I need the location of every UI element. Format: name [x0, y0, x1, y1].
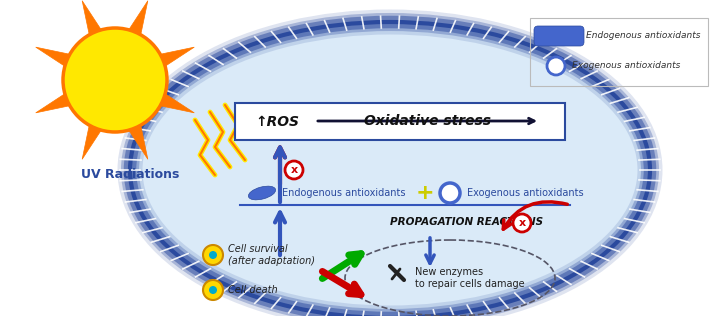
Text: x: x — [290, 165, 297, 175]
Polygon shape — [123, 1, 148, 45]
Text: +: + — [415, 183, 434, 203]
Text: Cell death: Cell death — [228, 285, 278, 295]
Circle shape — [440, 183, 460, 203]
Circle shape — [285, 161, 303, 179]
Text: PROPAGATION REACTIONS: PROPAGATION REACTIONS — [390, 217, 543, 227]
Text: Cell survival
(after adaptation): Cell survival (after adaptation) — [228, 244, 315, 266]
Circle shape — [203, 280, 223, 300]
Text: Oxidative stress: Oxidative stress — [364, 114, 492, 128]
FancyBboxPatch shape — [235, 103, 565, 140]
Circle shape — [209, 286, 217, 294]
FancyArrowPatch shape — [503, 202, 567, 229]
Polygon shape — [36, 47, 79, 72]
Polygon shape — [123, 115, 148, 159]
Text: New enzymes
to repair cells damage: New enzymes to repair cells damage — [415, 267, 525, 289]
Circle shape — [203, 245, 223, 265]
Text: x: x — [518, 218, 526, 228]
Ellipse shape — [248, 186, 276, 200]
Text: Exogenous antioxidants: Exogenous antioxidants — [572, 62, 680, 70]
Text: Endogenous antioxidants: Endogenous antioxidants — [282, 188, 405, 198]
Text: Endogenous antioxidants: Endogenous antioxidants — [586, 32, 701, 40]
Circle shape — [209, 251, 217, 259]
Text: ↑ROS: ↑ROS — [255, 115, 299, 129]
Polygon shape — [150, 47, 194, 72]
Circle shape — [513, 214, 531, 232]
Circle shape — [547, 57, 565, 75]
Polygon shape — [150, 88, 194, 113]
Polygon shape — [82, 1, 107, 45]
Ellipse shape — [130, 22, 650, 316]
Polygon shape — [36, 88, 79, 113]
FancyBboxPatch shape — [534, 26, 584, 46]
Text: UV Radiations: UV Radiations — [81, 168, 179, 181]
Text: Exogenous antioxidants: Exogenous antioxidants — [467, 188, 584, 198]
Circle shape — [63, 28, 167, 132]
Polygon shape — [82, 115, 107, 159]
